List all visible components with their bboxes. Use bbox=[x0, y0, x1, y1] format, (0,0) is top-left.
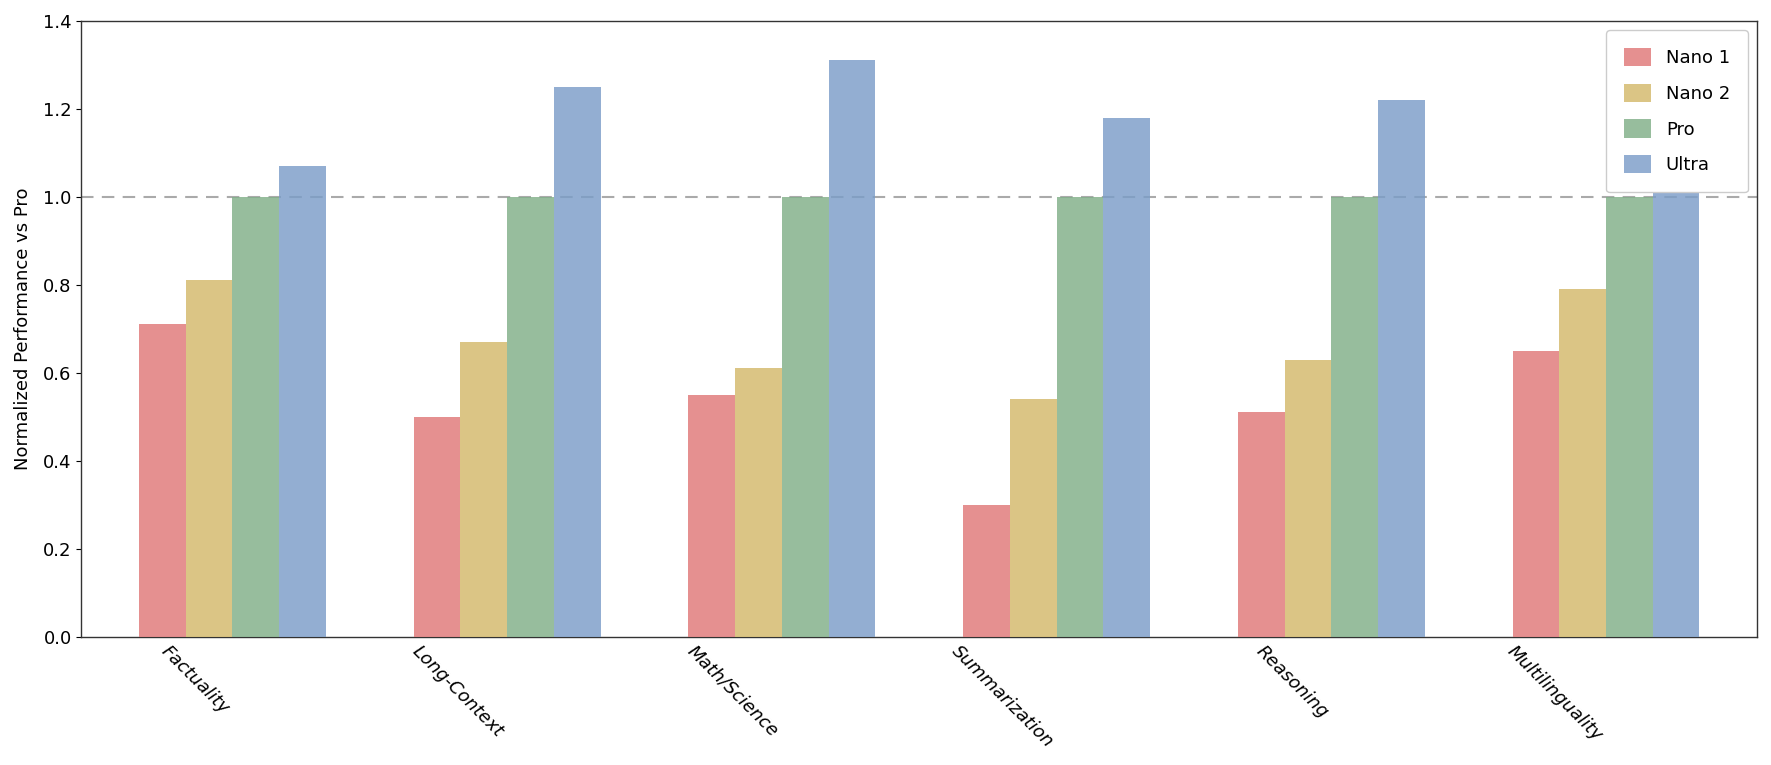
Bar bbox=[1512, 351, 1558, 636]
Bar bbox=[1103, 118, 1149, 636]
Bar bbox=[735, 369, 781, 636]
Bar bbox=[1606, 197, 1652, 636]
Bar bbox=[829, 60, 875, 636]
Bar bbox=[1652, 148, 1700, 636]
Bar bbox=[280, 166, 326, 636]
Bar bbox=[1558, 289, 1606, 636]
Bar bbox=[963, 505, 1009, 636]
Bar bbox=[460, 342, 507, 636]
Bar bbox=[554, 87, 600, 636]
Bar bbox=[140, 324, 186, 636]
Bar bbox=[1378, 100, 1424, 636]
Legend: Nano 1, Nano 2, Pro, Ultra: Nano 1, Nano 2, Pro, Ultra bbox=[1606, 30, 1748, 192]
Bar bbox=[1332, 197, 1378, 636]
Bar bbox=[1057, 197, 1103, 636]
Bar bbox=[507, 197, 554, 636]
Bar bbox=[414, 417, 460, 636]
Bar bbox=[1284, 360, 1332, 636]
Bar bbox=[186, 281, 232, 636]
Bar bbox=[232, 197, 280, 636]
Bar bbox=[1009, 399, 1057, 636]
Bar bbox=[1238, 412, 1284, 636]
Bar bbox=[781, 197, 829, 636]
Bar bbox=[689, 395, 735, 636]
Y-axis label: Normalized Performance vs Pro: Normalized Performance vs Pro bbox=[14, 187, 32, 470]
